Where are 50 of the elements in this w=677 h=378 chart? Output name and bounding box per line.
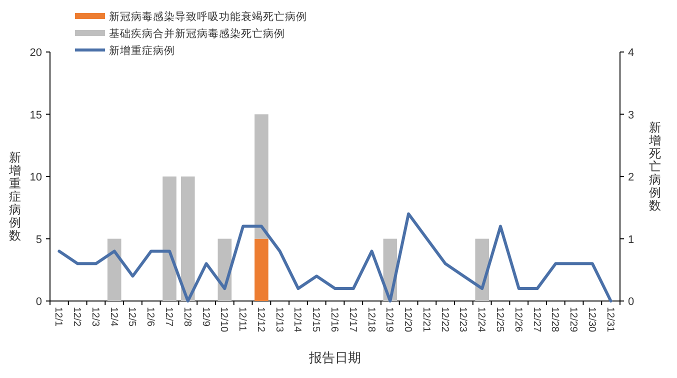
legend-label: 基础疾病合并新冠病毒感染死亡病例 <box>109 27 285 40</box>
x-tick-label: 12/16 <box>328 307 340 332</box>
x-tick-label: 12/10 <box>218 307 230 332</box>
x-tick-label: 12/28 <box>549 307 560 332</box>
bar <box>162 176 176 301</box>
x-tick-label: 12/22 <box>438 307 450 332</box>
x-tick-label: 12/13 <box>273 307 284 332</box>
x-tick-label: 12/11 <box>236 307 248 332</box>
y2-tick-label: 1 <box>628 234 634 246</box>
x-tick-label: 12/7 <box>163 307 174 327</box>
x-tick-label: 12/14 <box>292 307 303 332</box>
x-tick-label: 12/5 <box>126 307 138 327</box>
x-tick-label: 12/4 <box>108 307 119 327</box>
x-tick-label: 12/18 <box>365 307 376 332</box>
x-tick-label: 12/15 <box>310 307 322 332</box>
x-tick-label: 12/21 <box>420 307 432 332</box>
x-tick-label: 12/25 <box>494 307 505 332</box>
x-axis-title: 报告日期 <box>308 350 361 365</box>
bar <box>181 176 195 301</box>
x-tick-label: 12/2 <box>71 307 82 327</box>
x-tick-label: 12/23 <box>457 307 468 332</box>
y2-tick-label: 2 <box>628 172 634 184</box>
x-tick-label: 12/27 <box>530 307 542 332</box>
legend-label: 新增重症病例 <box>109 44 175 57</box>
legend-label: 新冠病毒感染导致呼吸功能衰竭死亡病例 <box>109 10 307 23</box>
x-tick-label: 12/12 <box>254 307 266 332</box>
y-tick-label: 15 <box>30 109 42 122</box>
y-tick-label: 10 <box>30 172 42 184</box>
x-tick-label: 12/30 <box>586 307 597 332</box>
x-tick-label: 12/24 <box>476 307 487 332</box>
x-tick-label: 12/3 <box>89 307 100 327</box>
x-tick-label: 12/17 <box>346 307 358 332</box>
x-tick-label: 12/8 <box>181 307 192 327</box>
y2-tick-label: 0 <box>628 296 634 308</box>
x-tick-label: 12/6 <box>144 307 156 327</box>
x-tick-label: 12/26 <box>512 307 524 332</box>
x-tick-label: 12/31 <box>604 307 616 332</box>
x-tick-label: 12/9 <box>200 307 211 327</box>
y2-axis-title: 新增死亡病例数 <box>648 120 661 212</box>
y2-tick-label: 3 <box>628 109 634 122</box>
y-tick-label: 5 <box>36 234 42 246</box>
x-tick-label: 12/20 <box>402 307 414 332</box>
x-tick-label: 12/1 <box>52 307 64 327</box>
y-tick-label: 20 <box>30 47 42 59</box>
y-tick-label: 0 <box>36 296 42 308</box>
bar <box>107 238 122 301</box>
x-tick-label: 12/29 <box>568 307 579 332</box>
x-tick-label: 12/19 <box>384 307 395 332</box>
y2-tick-label: 4 <box>628 47 634 59</box>
y-axis-title: 新增重症病例数 <box>8 150 21 242</box>
